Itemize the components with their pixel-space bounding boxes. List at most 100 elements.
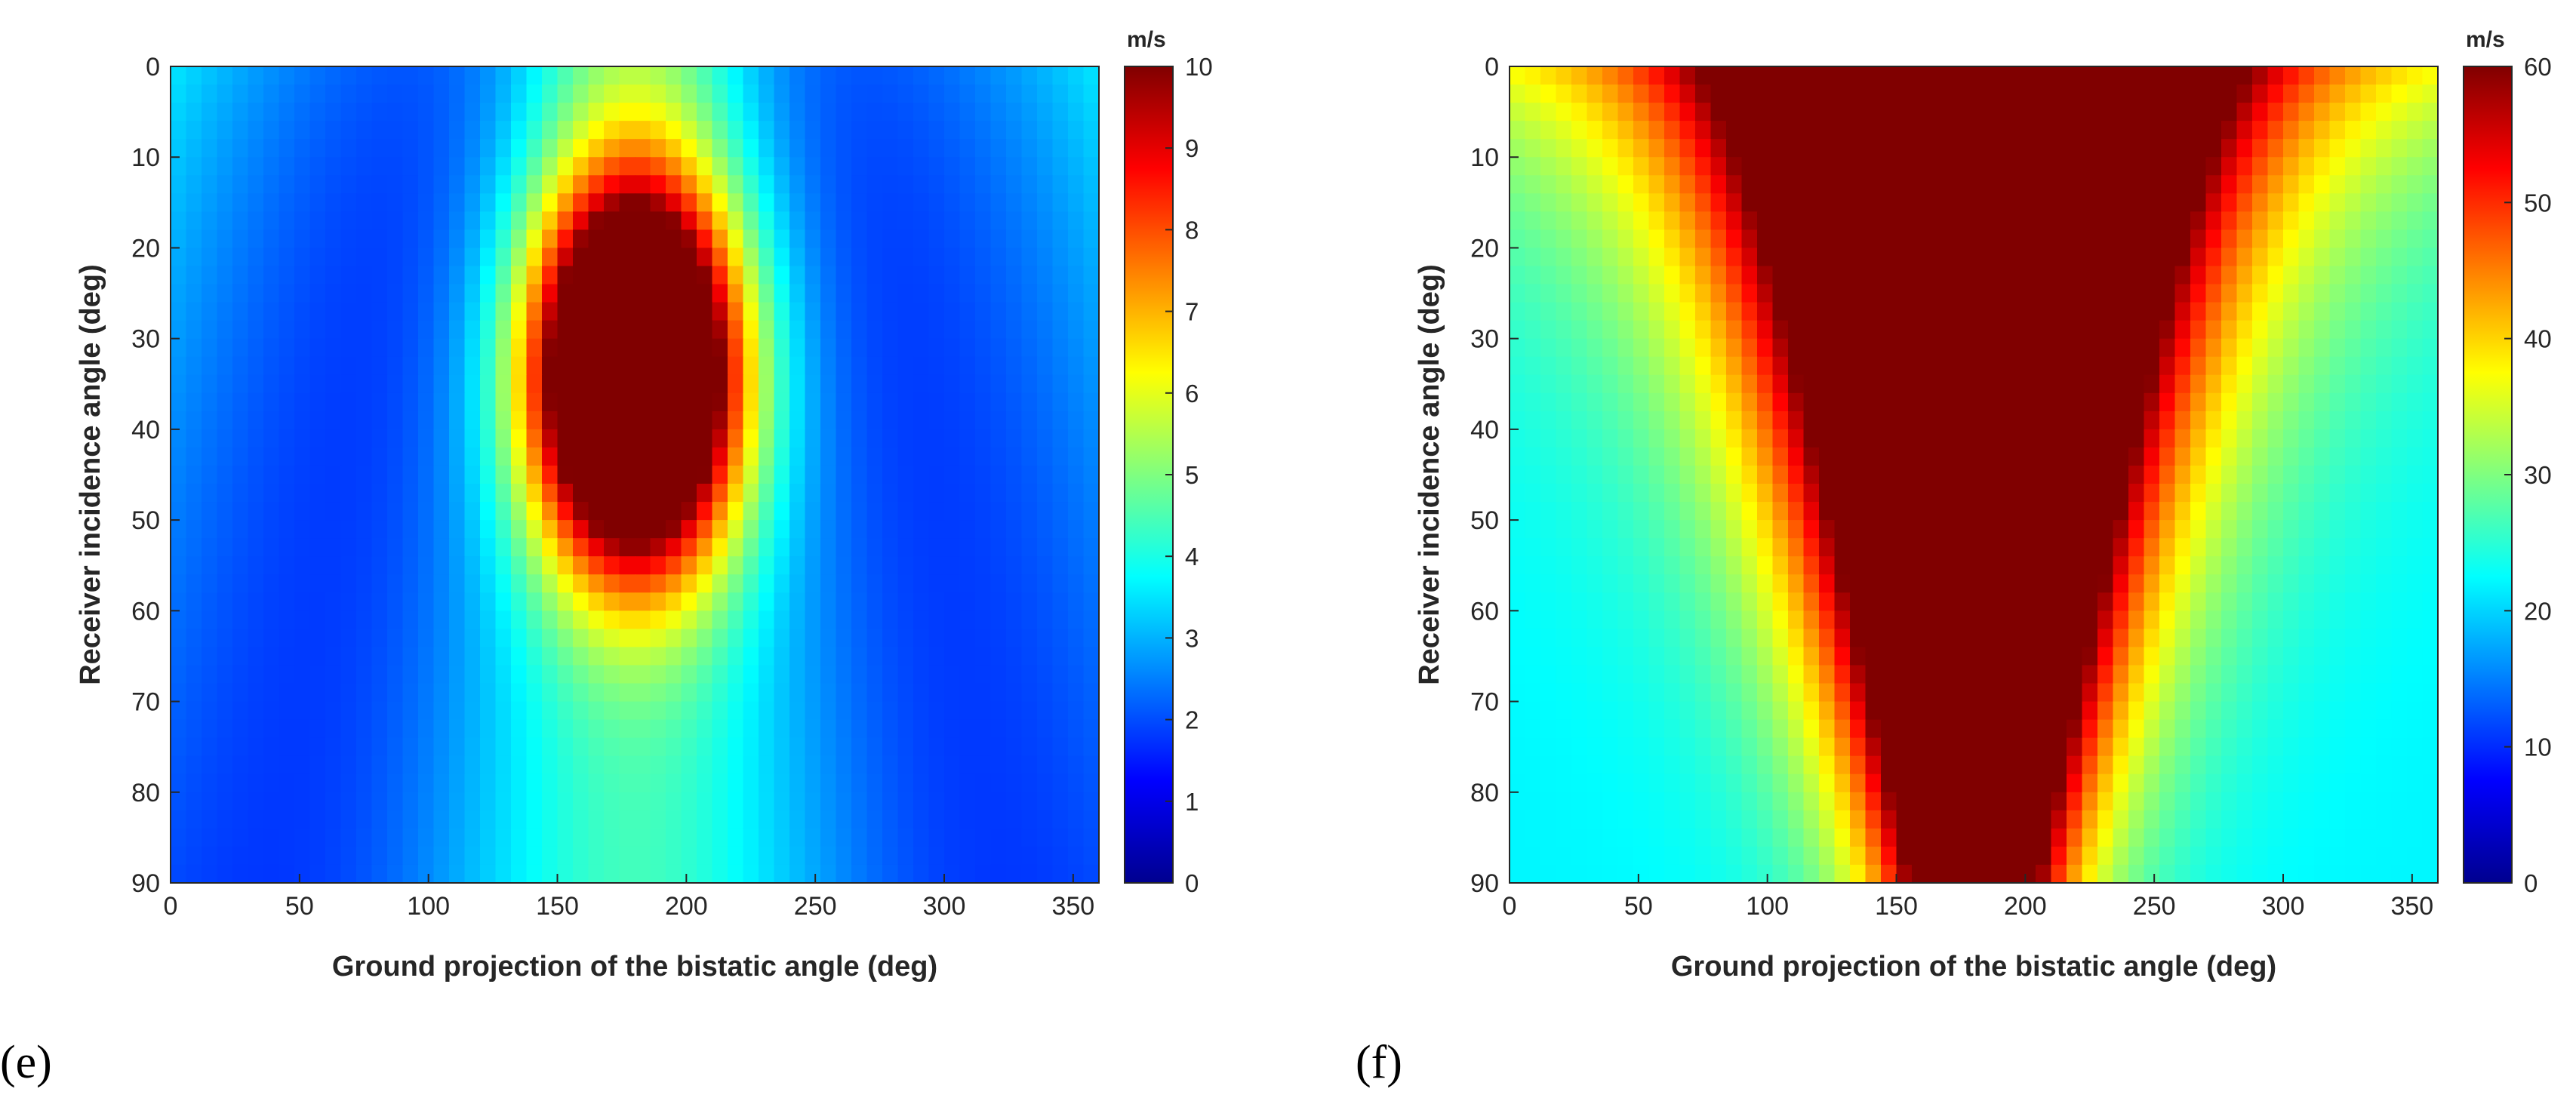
- heatmap-cell: [697, 556, 712, 575]
- heatmap-cell: [651, 792, 666, 811]
- heatmap-cell: [1525, 738, 1541, 757]
- heatmap-cell: [1912, 647, 1928, 666]
- heatmap-cell: [820, 738, 836, 757]
- heatmap-cell: [1510, 229, 1525, 248]
- heatmap-cell: [1602, 647, 1618, 666]
- heatmap-cell: [2314, 393, 2330, 412]
- heatmap-cell: [248, 375, 264, 394]
- heatmap-cell: [434, 121, 450, 140]
- heatmap-cell: [944, 629, 960, 647]
- heatmap-cell: [1804, 375, 1820, 394]
- heatmap-cell: [1037, 756, 1053, 775]
- heatmap-cell: [1695, 284, 1711, 303]
- heatmap-cell: [1680, 85, 1696, 103]
- heatmap-cell: [434, 810, 450, 829]
- heatmap-cell: [728, 774, 743, 793]
- heatmap-cell: [1726, 702, 1742, 721]
- heatmap-cell: [2407, 684, 2423, 703]
- heatmap-cell: [805, 629, 821, 647]
- heatmap-cell: [991, 738, 1007, 757]
- heatmap-cell: [2051, 321, 2067, 340]
- heatmap-cell: [480, 85, 496, 103]
- heatmap-cell: [774, 248, 790, 266]
- heatmap-cell: [1742, 85, 1758, 103]
- heatmap-cell: [960, 321, 976, 340]
- heatmap-cell: [186, 303, 202, 321]
- heatmap-cell: [465, 538, 481, 557]
- heatmap-cell: [1664, 538, 1680, 557]
- heatmap-cell: [960, 139, 976, 158]
- heatmap-cell: [511, 447, 527, 466]
- colorbar-tick-label: 5: [1185, 461, 1199, 489]
- heatmap-cell: [527, 702, 543, 721]
- heatmap-cell: [2020, 211, 2036, 230]
- heatmap-cell: [248, 121, 264, 140]
- heatmap-cell: [496, 211, 512, 230]
- heatmap-cell: [511, 266, 527, 284]
- heatmap-cell: [310, 774, 326, 793]
- heatmap-cell: [542, 175, 558, 194]
- heatmap-cell: [2221, 175, 2237, 194]
- heatmap-cell: [1571, 175, 1587, 194]
- heatmap-cell: [712, 574, 728, 593]
- heatmap-cell: [697, 610, 712, 629]
- heatmap-cell: [1912, 284, 1928, 303]
- heatmap-cell: [1556, 211, 1572, 230]
- heatmap-cell: [1633, 303, 1649, 321]
- heatmap-cell: [232, 303, 248, 321]
- heatmap-cell: [1974, 502, 1990, 521]
- heatmap-cell: [356, 121, 372, 140]
- heatmap-cell: [2407, 357, 2423, 376]
- heatmap-cell: [496, 792, 512, 811]
- heatmap-cell: [604, 103, 620, 121]
- heatmap-cell: [728, 847, 743, 866]
- heatmap-cell: [232, 66, 248, 85]
- heatmap-cell: [310, 339, 326, 358]
- heatmap-cell: [728, 339, 743, 358]
- heatmap-cell: [2144, 447, 2160, 466]
- heatmap-cell: [728, 393, 743, 412]
- heatmap-cell: [1053, 139, 1069, 158]
- heatmap-cell: [341, 157, 357, 176]
- heatmap-cell: [1773, 175, 1789, 194]
- heatmap-cell: [2190, 121, 2206, 140]
- heatmap-cell: [620, 847, 636, 866]
- heatmap-cell: [1897, 266, 1913, 284]
- heatmap-cell: [944, 865, 960, 884]
- heatmap-cell: [1866, 647, 1882, 666]
- heatmap-cell: [2206, 303, 2222, 321]
- heatmap-cell: [1571, 103, 1587, 121]
- heatmap-cell: [1990, 447, 2005, 466]
- heatmap-cell: [1711, 357, 1727, 376]
- heatmap-cell: [604, 248, 620, 266]
- heatmap-cell: [2299, 393, 2315, 412]
- heatmap-cell: [2144, 193, 2160, 212]
- heatmap-cell: [356, 702, 372, 721]
- heatmap-cell: [434, 85, 450, 103]
- heatmap-cell: [1525, 303, 1541, 321]
- heatmap-cell: [2221, 193, 2237, 212]
- heatmap-cell: [728, 829, 743, 847]
- heatmap-cell: [1556, 157, 1572, 176]
- heatmap-cell: [1649, 702, 1665, 721]
- heatmap-cell: [712, 229, 728, 248]
- heatmap-cell: [836, 157, 852, 176]
- heatmap-cell: [403, 538, 419, 557]
- heatmap-cell: [697, 865, 712, 884]
- heatmap-cell: [682, 411, 697, 430]
- heatmap-cell: [202, 375, 217, 394]
- heatmap-cell: [2221, 610, 2237, 629]
- heatmap-cell: [418, 738, 434, 757]
- heatmap-cell: [836, 284, 852, 303]
- heatmap-cell: [1974, 103, 1990, 121]
- heatmap-cell: [2268, 411, 2284, 430]
- heatmap-cell: [2268, 321, 2284, 340]
- heatmap-cell: [836, 139, 852, 158]
- heatmap-cell: [1068, 248, 1084, 266]
- heatmap-cell: [2361, 684, 2377, 703]
- heatmap-cell: [1726, 157, 1742, 176]
- heatmap-cell: [898, 266, 914, 284]
- heatmap-cell: [1974, 556, 1990, 575]
- heatmap-cell: [573, 466, 589, 484]
- heatmap-cell: [217, 357, 233, 376]
